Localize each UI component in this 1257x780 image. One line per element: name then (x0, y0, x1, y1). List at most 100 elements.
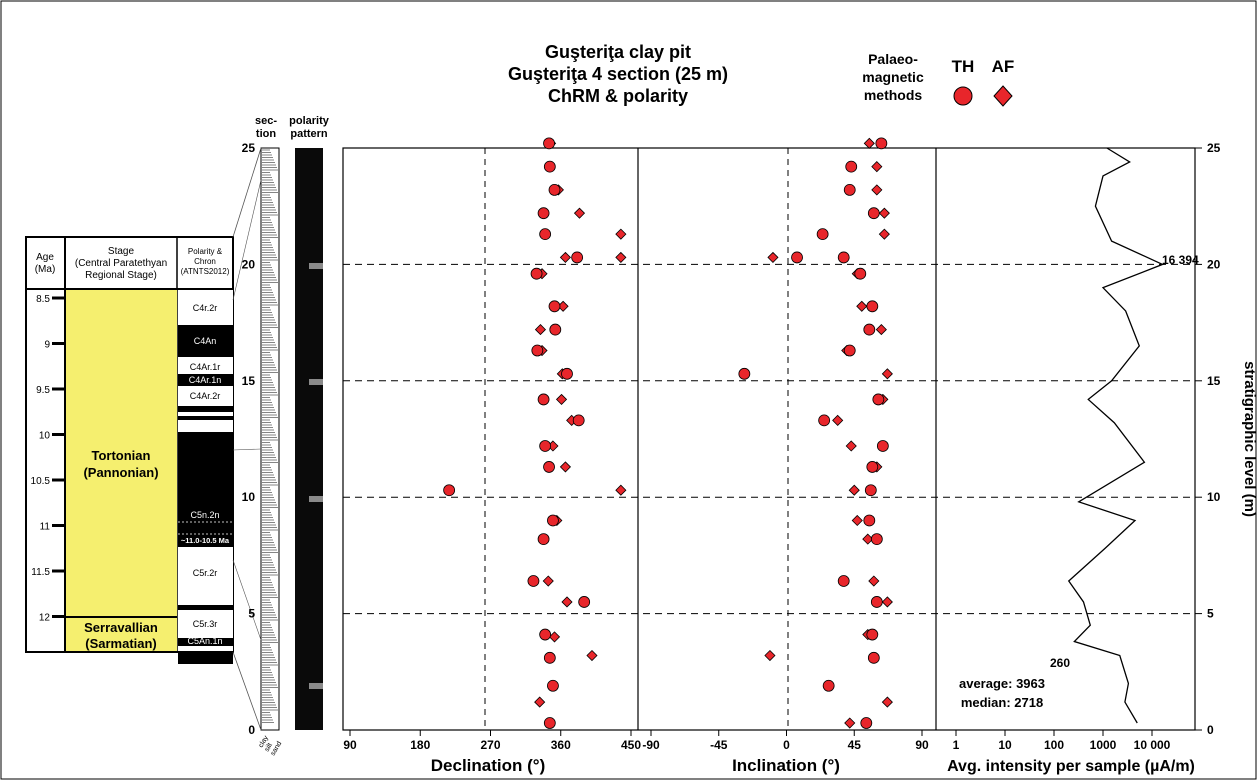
chron-header-1: Polarity & (188, 247, 223, 256)
stage-header-3: Regional Stage) (85, 270, 157, 281)
declination-th-point (527, 575, 540, 587)
min-intensity-label: 260 (1050, 656, 1070, 670)
declination-af-point (573, 207, 586, 219)
age-header-2: (Ma) (35, 264, 56, 275)
y-tick-label-right: 25 (1207, 141, 1221, 155)
inclination-af-point (875, 324, 887, 336)
declination-th-point (547, 514, 559, 527)
inclination-af-point (848, 484, 860, 496)
tortonian-label-1: Tortonian (92, 448, 151, 463)
declination-th-point (543, 651, 556, 664)
age-tick-label: 8.5 (36, 294, 50, 305)
legend-label-line-2: magnetic (862, 69, 924, 85)
inclination-tick-label: -45 (710, 738, 728, 752)
chron-column: C4r.2r C4An C4Ar.1r C4Ar.1n C4Ar.2r C5n.… (178, 290, 233, 664)
intensity-tick-label: 1 (953, 738, 960, 752)
polarity-header-2: pattern (290, 128, 328, 140)
declination-af-point (559, 251, 571, 263)
tortonian-label-2: (Pannonian) (83, 465, 158, 480)
inclination-tick-label: 90 (915, 738, 929, 752)
declination-af-point (555, 393, 568, 405)
inclination-th-point (867, 651, 880, 664)
title-line-2: Guşteriţa 4 section (25 m) (508, 64, 728, 84)
declination-th-point (543, 160, 556, 173)
declination-af-point (548, 631, 561, 643)
intensity-tick-label: 1000 (1090, 738, 1117, 752)
declination-th-point (539, 440, 552, 452)
inclination-axis-label: Inclination (°) (732, 756, 840, 775)
declination-af-point (586, 649, 598, 662)
declination-th-point (578, 596, 591, 608)
chron-C4Ar1n: C4Ar.1n (189, 375, 222, 385)
inclination-th-point (870, 596, 883, 608)
declination-af-point (615, 484, 627, 496)
inclination-th-point (863, 514, 876, 527)
grey-band-10m (309, 496, 323, 502)
chron-C4An: C4An (194, 336, 217, 346)
y-tick-label-right: 10 (1207, 490, 1221, 504)
inclination-th-point (864, 484, 877, 497)
chron-C5r3r: C5r.3r (193, 619, 218, 629)
intensity-tick-label: 100 (1044, 738, 1064, 752)
chron-C5An1n: C5An.1n (187, 636, 222, 646)
timescale-table: Age (Ma) Stage (Central Paratethyan Regi… (25, 236, 234, 664)
inclination-af-point (878, 228, 890, 240)
inclination-af-point (863, 137, 875, 149)
inclination-th-point (872, 393, 885, 406)
age-tick-label: 10 (39, 431, 51, 442)
inclination-th-point (843, 184, 856, 196)
inclination-th-point (870, 533, 883, 546)
inclination-tick-label: -90 (642, 738, 660, 752)
declination-th-point (549, 323, 562, 336)
inclination-af-point (832, 414, 844, 426)
age-tick-label: 12 (39, 613, 51, 624)
declination-af-point (615, 228, 627, 240)
inclination-af-point (844, 717, 856, 729)
serravallian-label-1: Serravallian (84, 620, 158, 635)
declination-af-point (534, 324, 547, 336)
inclination-af-point (881, 368, 893, 380)
section-header-2: tion (256, 128, 276, 140)
y-tick-label-left: 0 (248, 723, 255, 737)
age-range-note: ~11.0-10.5 Ma (181, 536, 230, 545)
y-tick-label-right: 20 (1207, 257, 1221, 271)
declination-af-point (559, 461, 571, 473)
declination-th-point (571, 251, 584, 264)
declination-th-point (548, 184, 561, 196)
declination-th-point (531, 344, 544, 357)
intensity-tick-label: 10 (998, 738, 1012, 752)
y-tick-label-left: 25 (242, 141, 256, 155)
declination-panel (443, 137, 627, 729)
inclination-th-point (843, 344, 856, 357)
inclination-th-point (822, 679, 835, 692)
intensity-panel (1067, 147, 1165, 724)
inclination-th-point (863, 323, 876, 336)
declination-tick-label: 180 (410, 738, 430, 752)
inclination-th-point (845, 160, 858, 173)
grey-band-2m (309, 683, 323, 689)
legend-label-line-1: Palaeo- (868, 51, 918, 67)
polarity-bar (295, 148, 323, 730)
legend-label-line-3: methods (864, 87, 923, 103)
inclination-af-point (856, 300, 868, 312)
correlation-line-top (232, 147, 262, 238)
y-tick-label-right: 0 (1207, 723, 1214, 737)
declination-axis-label: Declination (°) (431, 756, 545, 775)
declination-th-point (530, 267, 543, 280)
y-tick-label-right: 15 (1207, 374, 1221, 388)
legend-th-label: TH (952, 57, 975, 76)
declination-th-point (561, 367, 573, 380)
y-axis-label: stratigraphic level (m) (1241, 361, 1257, 517)
chron-C4Ar1r: C4Ar.1r (190, 362, 221, 372)
declination-tick-label: 270 (480, 738, 500, 752)
chron-header-3: (ATNTS2012) (181, 267, 230, 276)
median-label: median: 2718 (961, 695, 1043, 710)
inclination-panel (738, 137, 893, 729)
inclination-th-point (816, 228, 829, 241)
inclination-th-point (738, 367, 751, 380)
title-line-3: ChRM & polarity (548, 86, 688, 106)
age-tick-label: 9 (44, 340, 50, 351)
grey-band-20m (309, 263, 323, 269)
figure-title: Guşteriţa clay pit Guşteriţa 4 section (… (508, 42, 728, 106)
